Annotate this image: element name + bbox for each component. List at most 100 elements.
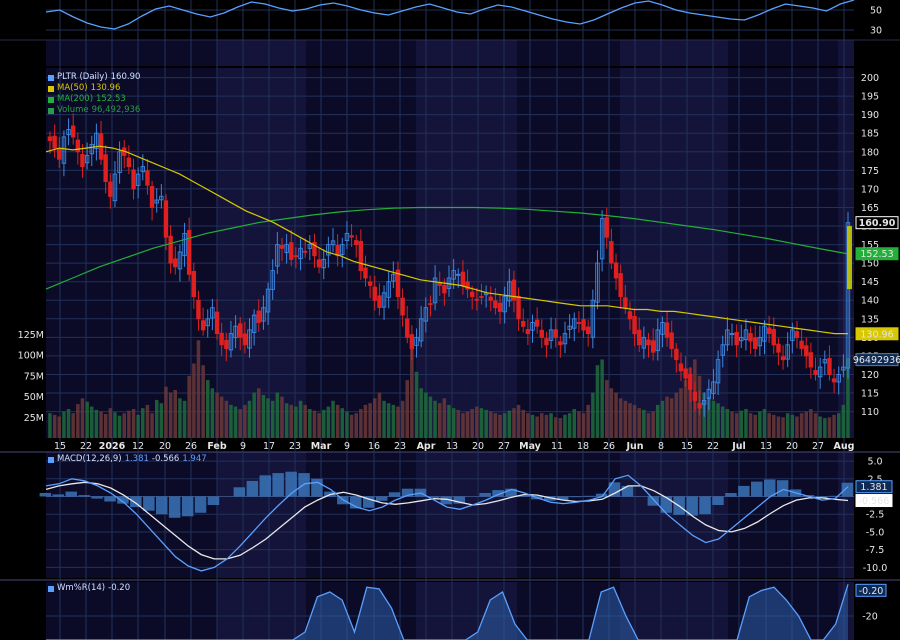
candle-body [822,359,828,364]
x-tick-label: Aug [834,441,855,452]
candle [423,297,429,333]
legend-macd-value: 1.381 [124,454,149,464]
ma200-swatch-icon [48,96,54,103]
candle-body [456,273,461,276]
x-tick-label: Jun [625,441,643,452]
candle-body [544,338,549,346]
candle-body [214,311,220,335]
macd-histogram-bar [233,487,246,497]
candle [200,307,206,336]
macd-histogram-bar [130,496,142,508]
candle-body [381,292,387,308]
candle [766,315,772,343]
candle-body [507,281,512,302]
candle-body [363,267,368,279]
candle [214,299,220,341]
candle [604,207,609,249]
candle [275,231,280,274]
candle-body [497,302,503,312]
candle-body [358,240,364,272]
candle-body [678,363,684,372]
candle [284,234,289,264]
volume-bar [438,403,442,438]
candle-body [688,373,693,390]
candle [725,316,730,352]
volume-bar [391,404,396,438]
volume-bar [210,388,215,438]
candle-body [326,244,331,256]
candle-body [186,230,192,275]
macd-histogram-bar [52,494,64,497]
macd-histogram-bar [350,496,362,509]
volume-bar [335,404,340,438]
candle-body [799,340,804,349]
candle-body [242,333,248,346]
candle [238,317,243,351]
candle [279,237,285,262]
volume-bar [247,400,252,438]
candle-body [762,325,767,342]
volume-bar [168,392,173,438]
candle-body [75,139,81,153]
wr-area [46,584,848,640]
volume-bar [289,404,293,438]
candle [242,321,248,354]
rsi-line [45,0,855,30]
macd-histogram-bar [621,485,634,497]
volume-bar [400,400,405,438]
candle-body [224,339,229,349]
candle-body [70,125,76,138]
volume-bar [540,413,544,438]
volume-bar [554,417,558,438]
volume-bar [280,396,284,438]
candle-body [655,329,660,352]
legend-price-value: 160.90 [110,72,141,82]
macd-histogram-bar [595,493,608,497]
macd-histogram-bar [505,488,517,497]
candle [488,286,493,312]
volume-bar [349,414,354,438]
volume-bar [577,411,581,438]
volume-bar [530,414,535,438]
candle [196,290,201,331]
legend-volume-value: 96,492,936 [91,105,141,115]
candle-body [729,333,735,336]
candle-body [683,368,688,379]
volume-bar [76,404,80,438]
candle [145,158,150,195]
volume-bar [382,400,386,438]
volume-bar [669,398,674,438]
volume-bar [433,400,437,438]
candle [558,335,563,358]
candle-body [558,341,563,346]
candle-body [210,307,215,319]
volume-bar [489,411,493,438]
volume-bar [609,388,614,438]
volume-bar [428,396,433,438]
macd-histogram-bar [776,480,789,497]
candle [525,319,531,346]
volume-bar [127,410,131,438]
price-tick-label: 115 [861,389,879,400]
candle [599,210,605,272]
candle [66,118,71,146]
candle [637,317,642,353]
volume-bar [804,411,808,438]
candle [251,309,257,346]
candle [191,262,197,309]
candle [358,229,364,280]
candle [613,253,619,290]
candle [126,145,132,175]
volume-bar [748,413,753,438]
volume-bar [479,408,484,438]
candle [753,325,758,357]
volume-bar [451,408,456,438]
macd-last-label: 1.381 [860,482,887,493]
candle-body [553,329,558,338]
volume-bar [113,412,117,438]
volume-bar [173,390,177,438]
x-tick-label: 27 [812,441,824,452]
candle [372,275,377,311]
volume-bar [90,406,94,438]
